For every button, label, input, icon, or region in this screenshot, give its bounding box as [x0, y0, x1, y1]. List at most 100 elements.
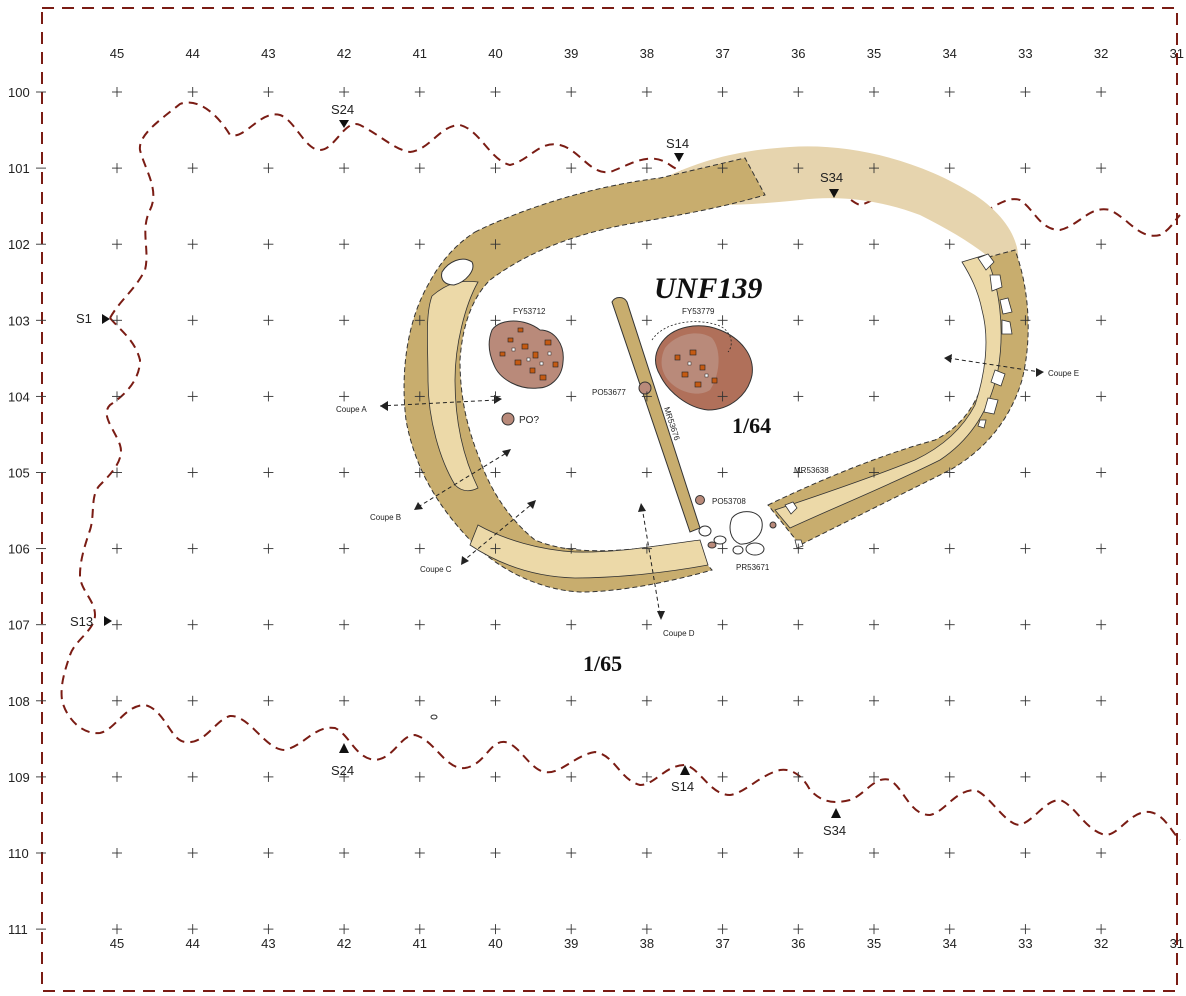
- grid-cross: [1096, 924, 1107, 935]
- grid-cross: [641, 315, 652, 326]
- isolated-stone: [430, 714, 438, 720]
- ditch-east-inner: [774, 254, 1002, 529]
- grid-cross: [112, 239, 122, 250]
- grid-cross: [566, 467, 577, 478]
- grid-cross: [1096, 771, 1107, 782]
- grid-cross: [263, 695, 274, 706]
- structure-title: UNF139: [654, 272, 762, 305]
- grid-cross: [793, 771, 804, 782]
- grid-cross: [1096, 163, 1107, 174]
- grid-cross: [339, 543, 350, 554]
- grid-cross: [641, 695, 652, 706]
- grid-cross: [566, 695, 577, 706]
- grid-cross: [1020, 619, 1031, 630]
- grid-cross: [1020, 391, 1031, 402]
- grid-label-y: 109: [8, 770, 30, 785]
- grid-cross: [414, 619, 425, 630]
- grid-label-x-top: 39: [564, 46, 578, 61]
- grid-label-x-top: 31: [1170, 46, 1184, 61]
- grid-label-x-bottom: 41: [413, 936, 427, 951]
- grid-cross: [944, 239, 955, 250]
- grid-cross: [566, 543, 577, 554]
- label-mr53638: MR53638: [794, 466, 829, 475]
- label-s34-bottom: S34: [823, 823, 846, 838]
- grid-cross: [793, 695, 804, 706]
- grid-cross: [339, 771, 350, 782]
- grid-cross: [414, 315, 425, 326]
- pit-fy53779: [651, 321, 753, 411]
- section-arrows: [380, 354, 1044, 620]
- enclosure-ditch: [403, 146, 1029, 593]
- grid-label-y: 105: [8, 466, 30, 481]
- grid-cross: [414, 771, 425, 782]
- grid-cross: [717, 315, 728, 326]
- grid-label-x-bottom: 39: [564, 936, 578, 951]
- grid-cross: [1020, 848, 1031, 858]
- grid-label-x-bottom: 31: [1170, 936, 1184, 951]
- grid-label-x-bottom: 45: [110, 936, 124, 951]
- grid-cross: [944, 391, 955, 402]
- grid-cross: [566, 239, 577, 250]
- s24-top-triangle: [339, 120, 349, 128]
- label-coupe-a: Coupe A: [336, 405, 367, 414]
- west-stone: [441, 258, 474, 286]
- grid-label-x-top: 37: [715, 46, 729, 61]
- grid-cross: [187, 543, 198, 554]
- s14-bottom-triangle: [680, 765, 690, 775]
- grid-cross: [490, 315, 501, 326]
- grid-cross: [944, 771, 955, 782]
- grid-cross: [717, 87, 728, 97]
- grid-cross: [263, 924, 274, 935]
- grid-cross: [263, 619, 274, 630]
- grid-cross: [793, 467, 804, 478]
- ditch-inner-band: [426, 280, 479, 492]
- grid-label-x-top: 35: [867, 46, 881, 61]
- grid-label-x-bottom: 43: [261, 936, 275, 951]
- grid-cross: [869, 239, 879, 250]
- grid-cross: [717, 543, 728, 554]
- grid-labels-top: 45 44 43 42 41 40 39 38 37 36 35 34 33 32 31: [110, 46, 1184, 61]
- grid-cross: [187, 848, 198, 858]
- grid-cross: [112, 163, 122, 174]
- east-stone-cluster: [784, 253, 1013, 549]
- grid-cross: [641, 467, 652, 478]
- grid-cross: [1020, 695, 1031, 706]
- grid-cross: [1020, 315, 1031, 326]
- grid-cross: [566, 315, 577, 326]
- grid-cross: [263, 163, 274, 174]
- zone-1-65: 1/65: [583, 651, 622, 676]
- grid-cross: [339, 163, 350, 174]
- grid-cross: [490, 163, 501, 174]
- pit-fy53712: [488, 320, 564, 389]
- grid-cross: [112, 543, 122, 554]
- grid-cross: [1020, 467, 1031, 478]
- grid-cross: [869, 695, 879, 706]
- grid-labels-bottom: 45 44 43 42 41 40 39 38 37 36 35 34 33 32 31: [110, 936, 1184, 951]
- grid-cross: [1096, 467, 1107, 478]
- grid-cross: [1096, 391, 1107, 402]
- grid-cross: [490, 87, 501, 97]
- grid-label-y: 101: [8, 161, 30, 176]
- grid-cross: [187, 239, 198, 250]
- grid-cross: [339, 695, 350, 706]
- grid-cross: [187, 619, 198, 630]
- grid-label-y: 103: [8, 313, 30, 328]
- section-markers: [102, 120, 841, 818]
- grid-cross: [944, 924, 955, 935]
- grid-cross: [490, 771, 501, 782]
- grid-cross: [641, 619, 652, 630]
- grid-cross: [490, 924, 501, 935]
- grid-cross: [869, 315, 879, 326]
- grid-cross: [944, 695, 955, 706]
- grid-cross: [793, 239, 804, 250]
- posthole-po-unsure: [501, 412, 515, 426]
- grid-cross: [112, 695, 122, 706]
- s34-top-triangle: [829, 189, 839, 198]
- label-coupe-d: Coupe D: [663, 629, 695, 638]
- grid-label-x-bottom: 42: [337, 936, 351, 951]
- label-s14-top: S14: [666, 136, 689, 151]
- grid-cross: [112, 771, 122, 782]
- grid-cross: [112, 848, 122, 858]
- label-fy53779: FY53779: [682, 307, 715, 316]
- grid-cross: [566, 391, 577, 402]
